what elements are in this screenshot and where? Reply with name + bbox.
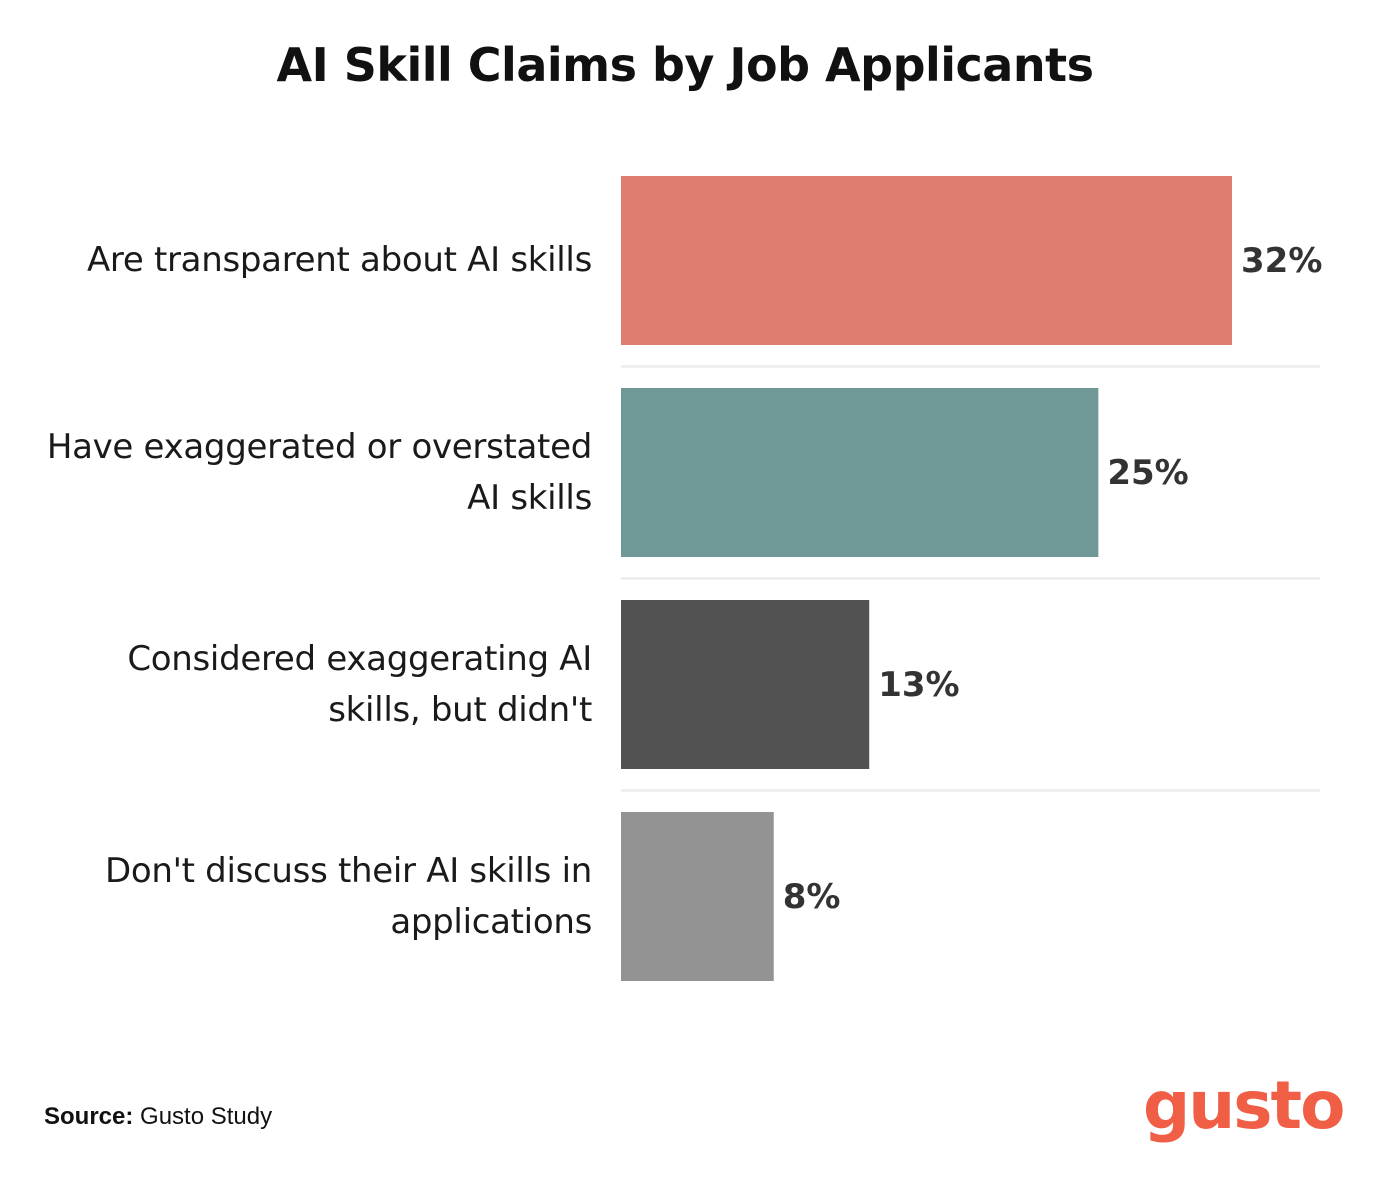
bar-2: [621, 388, 1099, 557]
gusto-logo: gusto: [1143, 1067, 1345, 1144]
category-label-1: Are transparent about AI skills: [20, 235, 592, 286]
category-label-line: skills, but didn't: [328, 689, 592, 730]
category-label-line: Have exaggerated or overstated: [46, 426, 592, 467]
category-label-4: Don't discuss their AI skills in applicat…: [20, 846, 592, 948]
category-label-2: Have exaggerated or overstated AI skills: [20, 422, 592, 524]
category-label-3: Considered exaggerating AI skills, but di…: [20, 634, 592, 736]
category-label-line: applications: [390, 901, 592, 942]
value-label-3: 13%: [878, 664, 960, 705]
bar-3: [621, 600, 870, 769]
bar-1: [621, 176, 1232, 345]
source-text: Gusto Study: [140, 1103, 273, 1130]
source-note: Source: Gusto Study: [44, 1103, 272, 1131]
category-label-line: Don't discuss their AI skills in: [104, 850, 592, 891]
category-label-line: AI skills: [467, 477, 592, 518]
source-label: Source:: [44, 1103, 134, 1130]
value-label-1: 32%: [1241, 240, 1323, 281]
category-label-line: Considered exaggerating AI: [127, 638, 592, 679]
value-label-4: 8%: [782, 876, 841, 917]
value-label-2: 25%: [1107, 452, 1189, 493]
chart-title: AI Skill Claims by Job Applicants: [276, 38, 1094, 92]
category-label-line: Are transparent about AI skills: [86, 240, 592, 280]
bar-4: [621, 812, 774, 981]
